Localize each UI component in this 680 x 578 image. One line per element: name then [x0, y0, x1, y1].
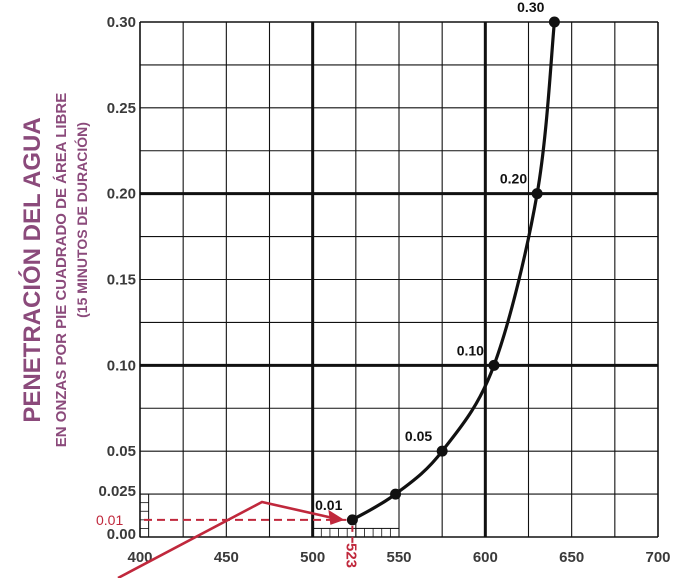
- annotation-x-value: 523: [342, 543, 359, 568]
- x-tick-label: 700: [645, 549, 670, 566]
- data-point: [548, 16, 560, 28]
- y-tick-label: 0.00: [107, 526, 136, 543]
- annotation-arrow-line: [117, 500, 333, 578]
- x-tick-label: 500: [300, 549, 325, 566]
- y-tick-labels: 0.00 0.025 0.05 0.10 0.15 0.20 0.25 0.30: [98, 14, 136, 543]
- x-tick-labels: 400 450 500 550 600 650 700: [127, 549, 670, 566]
- x-tick-label: 400: [127, 549, 152, 566]
- y-tick-label: 0.25: [107, 100, 136, 117]
- data-point: [390, 488, 402, 500]
- grid: [139, 21, 659, 538]
- point-label: 0.05: [405, 428, 432, 444]
- data-point: [531, 188, 543, 200]
- fine-scale-box-y: [139, 493, 150, 538]
- data-point: [488, 359, 500, 371]
- data-point: [436, 445, 448, 457]
- y-axis-sublabel-2: (15 MINUTOS DE DURACIÓN): [73, 122, 90, 318]
- y-axis-sublabel: EN ONZAS POR PIE CUADRADO DE ÁREA LIBRE: [53, 93, 70, 447]
- point-label: 0.30: [517, 0, 544, 15]
- annotation-y-value: 0.01: [96, 512, 123, 528]
- x-tick-label: 550: [386, 549, 411, 566]
- point-label: 0.01: [315, 497, 342, 513]
- series: 0.01 0.05 0.10 0.20 0.30: [315, 0, 560, 526]
- y-axis-label-group: PENETRACIÓN DEL AGUA EN ONZAS POR PIE CU…: [18, 93, 90, 447]
- y-tick-label: 0.30: [107, 14, 136, 31]
- y-tick-label: 0.025: [98, 483, 136, 500]
- y-axis-label: PENETRACIÓN DEL AGUA: [18, 117, 46, 422]
- point-label: 0.10: [457, 342, 484, 358]
- fine-scale: [139, 493, 400, 538]
- annotation-arrowhead: [328, 509, 345, 525]
- point-label: 0.20: [500, 171, 527, 187]
- x-tick-label: 600: [473, 549, 498, 566]
- y-tick-label: 0.15: [107, 272, 136, 289]
- y-tick-label: 0.20: [107, 186, 136, 203]
- annotation: 0.01 523: [96, 500, 359, 578]
- data-point: [346, 514, 358, 526]
- series-line: [351, 21, 556, 522]
- x-tick-label: 450: [214, 549, 239, 566]
- x-tick-label: 650: [559, 549, 584, 566]
- y-tick-label: 0.05: [107, 443, 136, 460]
- y-tick-label: 0.10: [107, 357, 136, 374]
